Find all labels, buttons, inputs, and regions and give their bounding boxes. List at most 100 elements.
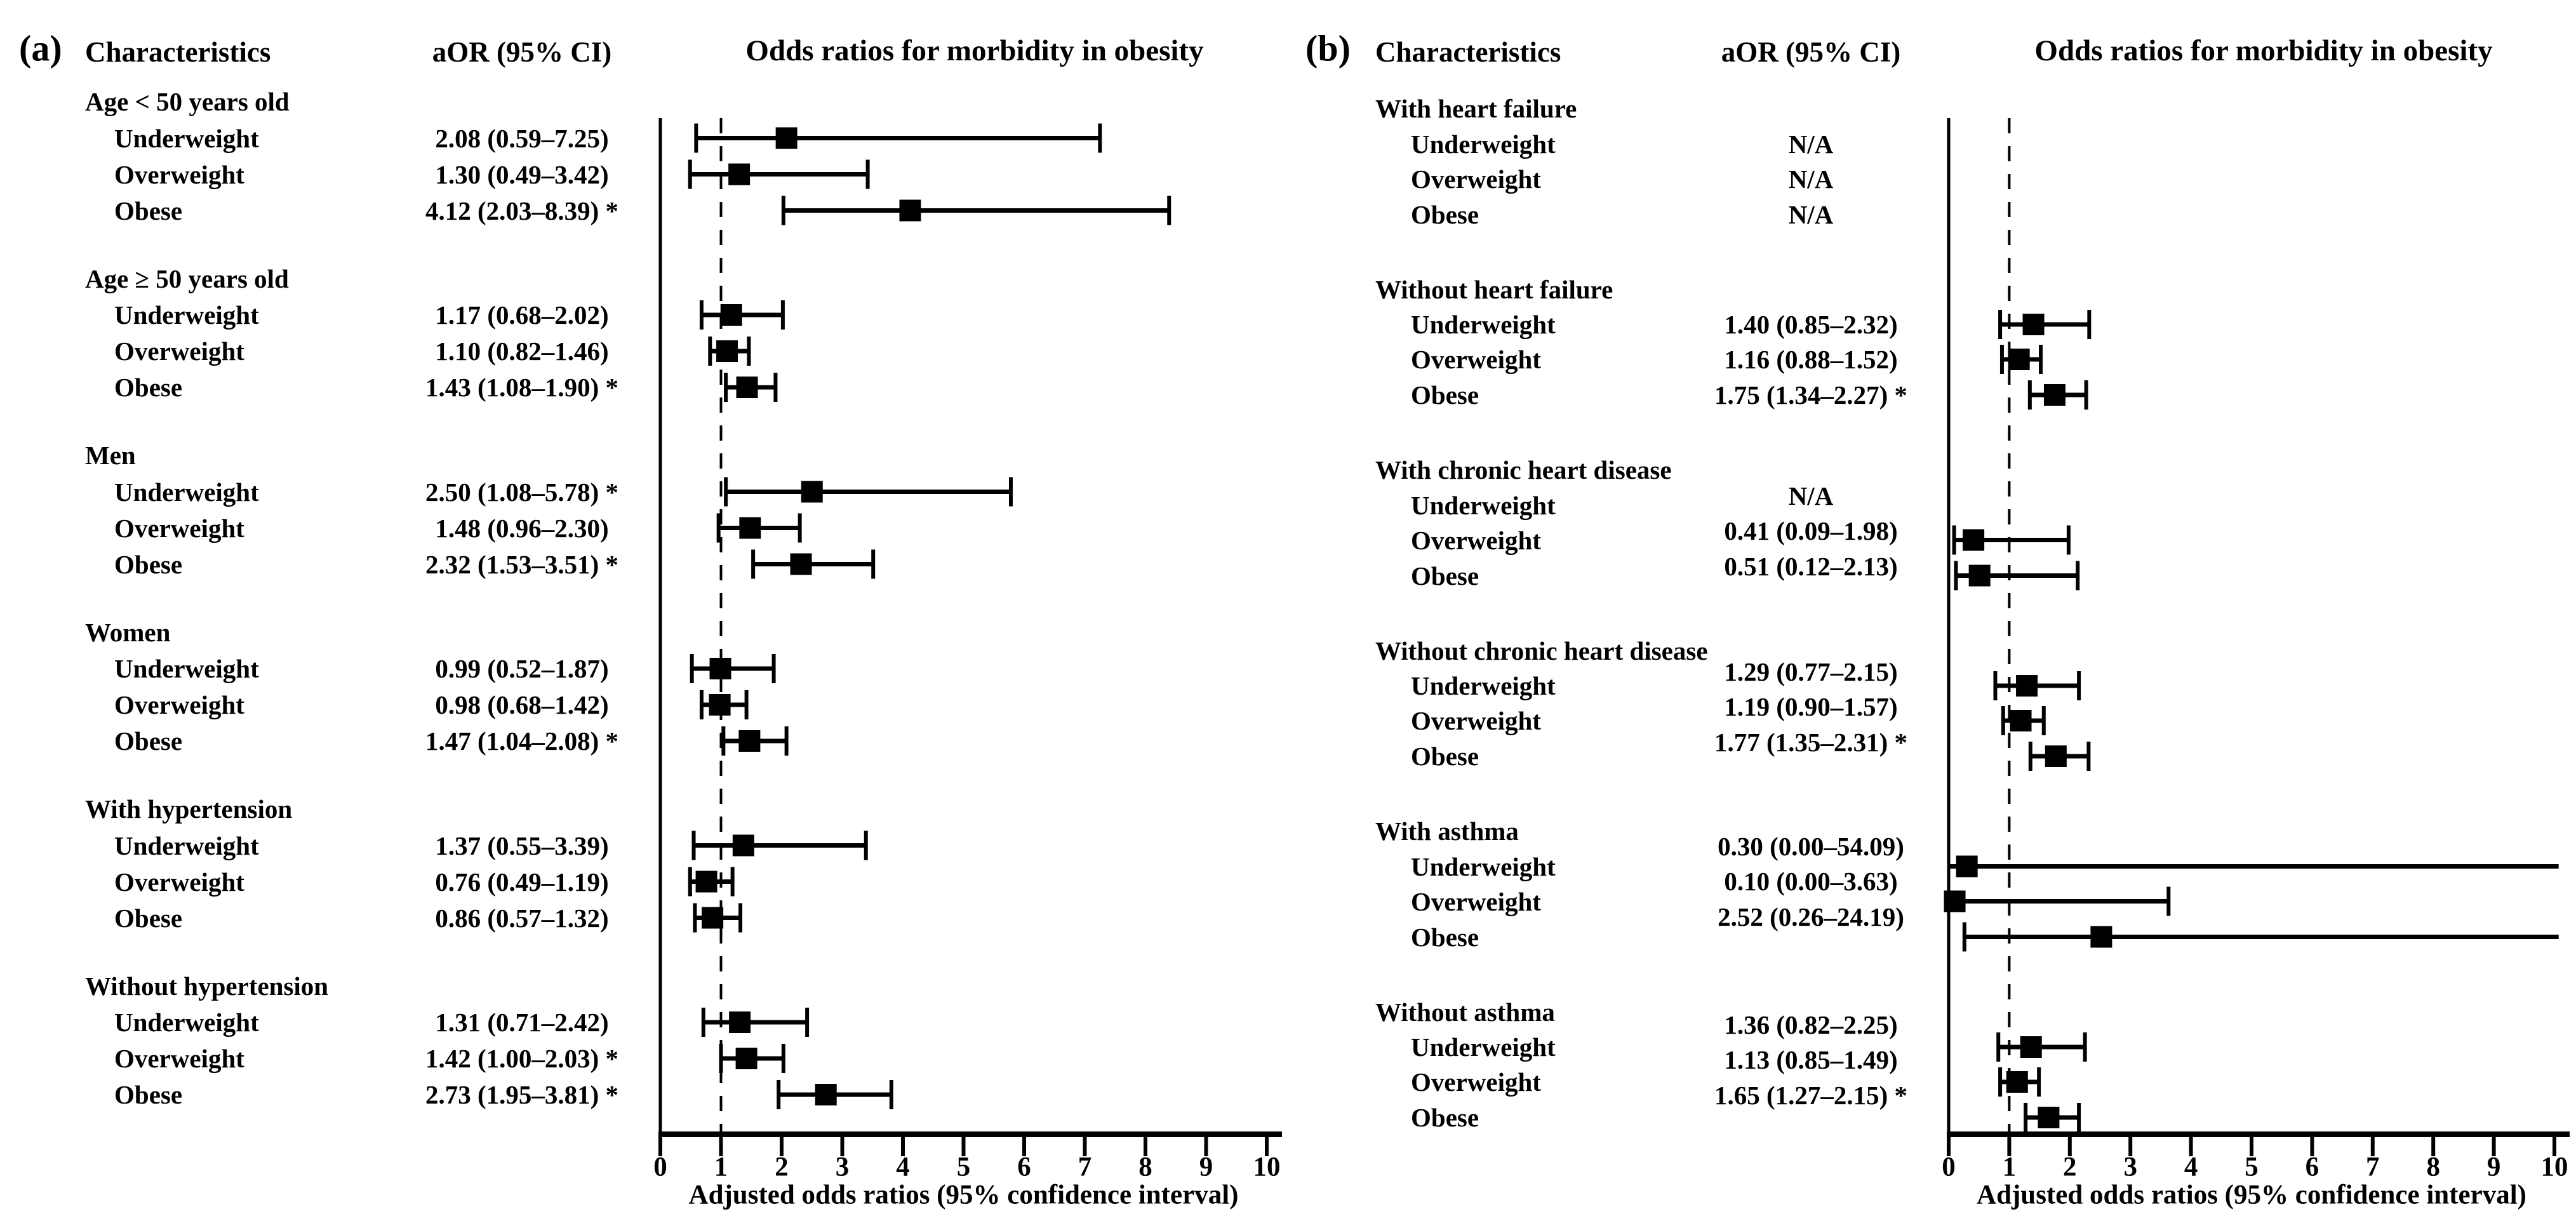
- x-axis-tick: [719, 1131, 723, 1156]
- ci-cap-right: [2087, 310, 2092, 339]
- estimate-marker: [720, 304, 742, 326]
- item-label: Obese: [114, 196, 183, 225]
- ci-cap-right: [738, 903, 743, 933]
- item-label: Underweight: [1411, 851, 1556, 881]
- estimate-marker: [2010, 710, 2032, 731]
- x-axis-tick: [2007, 1131, 2012, 1156]
- ci-cap-right: [797, 513, 802, 543]
- x-axis-tick: [2189, 1131, 2193, 1156]
- x-axis-tick: [901, 1131, 905, 1156]
- ci-cap-right: [2084, 380, 2088, 410]
- ci-cap-left: [688, 159, 692, 189]
- x-axis-tick-label: 7: [2366, 1152, 2380, 1182]
- x-axis-tick-label: 7: [1078, 1152, 1092, 1182]
- item-label: Overweight: [114, 1044, 244, 1073]
- aor-value: 2.73 (1.95–3.81) *: [425, 1080, 619, 1109]
- ci-cap-left: [751, 549, 756, 579]
- ci-line: [691, 666, 774, 671]
- aor-value: 1.65 (1.27–2.15) *: [1714, 1081, 1908, 1110]
- x-axis-tick-label: 3: [835, 1152, 850, 1182]
- x-axis-tick-label: 8: [1138, 1152, 1152, 1182]
- item-label: Underweight: [114, 300, 259, 330]
- x-axis-tick: [2492, 1131, 2496, 1156]
- item-label: Overweight: [1411, 164, 1541, 194]
- aor-value: N/A: [1788, 199, 1834, 229]
- x-axis-tick: [1265, 1131, 1269, 1156]
- estimate-marker: [775, 127, 797, 149]
- ci-cap-left: [1998, 310, 2003, 339]
- estimate-marker: [709, 694, 731, 716]
- ci-line: [701, 312, 783, 317]
- x-axis-label: Adjusted odds ratios (95% confidence int…: [688, 1180, 1239, 1210]
- estimate-marker: [1968, 564, 1991, 587]
- estimate-marker: [2022, 314, 2045, 335]
- ci-cap-left: [1999, 345, 2004, 374]
- x-axis-tick-label: 5: [956, 1152, 971, 1182]
- x-axis-tick-label: 0: [653, 1152, 667, 1182]
- ci-cap-left: [777, 1080, 781, 1109]
- x-axis-tick-label: 10: [2540, 1152, 2568, 1182]
- x-axis-tick: [1022, 1131, 1026, 1156]
- x-axis-tick-label: 9: [1199, 1152, 1213, 1182]
- group-label: Without asthma: [1375, 997, 1555, 1027]
- aor-value: 0.98 (0.68–1.42): [435, 690, 609, 719]
- estimate-marker: [2045, 745, 2067, 767]
- group-label: With asthma: [1375, 817, 1519, 846]
- item-label: Underweight: [114, 123, 259, 153]
- item-label: Overweight: [1411, 525, 1541, 555]
- x-axis-tick-label: 4: [2184, 1152, 2198, 1182]
- estimate-marker: [728, 163, 751, 185]
- item-label: Underweight: [1411, 490, 1556, 520]
- aor-value: 1.30 (0.49–3.42): [435, 159, 609, 189]
- ci-cap-right: [864, 831, 868, 860]
- ci-cap-left: [701, 1008, 705, 1037]
- aor-value: 0.86 (0.57–1.32): [435, 903, 609, 933]
- ci-cap-left: [699, 690, 704, 719]
- ci-cap-left: [1993, 671, 1998, 700]
- x-axis-baseline: [659, 1131, 1282, 1137]
- item-label: Underweight: [114, 477, 259, 507]
- panel-b-characteristics-header: Characteristics: [1375, 36, 1561, 68]
- aor-value: 1.43 (1.08–1.90) *: [425, 373, 619, 402]
- ci-line: [1954, 538, 2069, 542]
- x-axis-tick: [2310, 1131, 2314, 1156]
- x-axis-tick: [2553, 1131, 2556, 1156]
- ci-cap-left: [2024, 1103, 2028, 1132]
- ci-cap-left: [694, 123, 698, 153]
- x-axis-tick-label: 2: [2063, 1152, 2077, 1182]
- item-label: Obese: [1411, 561, 1479, 590]
- estimate-marker: [732, 834, 754, 857]
- ci-cap-right: [1008, 477, 1013, 507]
- ci-cap-left: [1962, 922, 1966, 952]
- ci-cap-left: [2001, 706, 2005, 735]
- x-axis-tick: [780, 1131, 784, 1156]
- x-axis-tick-label: 8: [2426, 1152, 2440, 1182]
- x-axis-tick-label: 5: [2245, 1152, 2259, 1182]
- ci-cap-right: [2086, 742, 2091, 771]
- estimate-marker: [735, 1048, 757, 1069]
- ci-cap-left: [1952, 525, 1956, 555]
- estimate-marker: [2038, 1107, 2060, 1128]
- x-axis-tick-label: 1: [2002, 1152, 2017, 1182]
- ci-line: [703, 1020, 808, 1025]
- ci-line: [690, 172, 868, 177]
- aor-value: 2.32 (1.53–3.51) *: [425, 549, 619, 579]
- estimate-marker: [716, 340, 738, 362]
- panel-a-characteristics-header: Characteristics: [85, 36, 271, 68]
- ci-cap-left: [781, 196, 785, 225]
- ci-cap-right: [2066, 525, 2071, 555]
- ci-cap-right: [2076, 561, 2080, 590]
- ci-cap-right: [2077, 1103, 2081, 1132]
- estimate-marker: [2020, 1036, 2042, 1058]
- estimate-marker: [1944, 890, 1966, 912]
- x-axis-tick: [2431, 1131, 2436, 1156]
- estimate-marker: [899, 199, 921, 222]
- aor-value: 0.76 (0.49–1.19): [435, 867, 609, 897]
- estimate-marker: [702, 907, 724, 929]
- x-axis-tick-label: 2: [775, 1152, 789, 1182]
- item-label: Obese: [114, 726, 183, 756]
- item-label: Overweight: [114, 337, 244, 366]
- panel-a-plot-title: Odds ratios for morbidity in obesity: [745, 34, 1204, 67]
- ci-cap-right: [2166, 886, 2171, 916]
